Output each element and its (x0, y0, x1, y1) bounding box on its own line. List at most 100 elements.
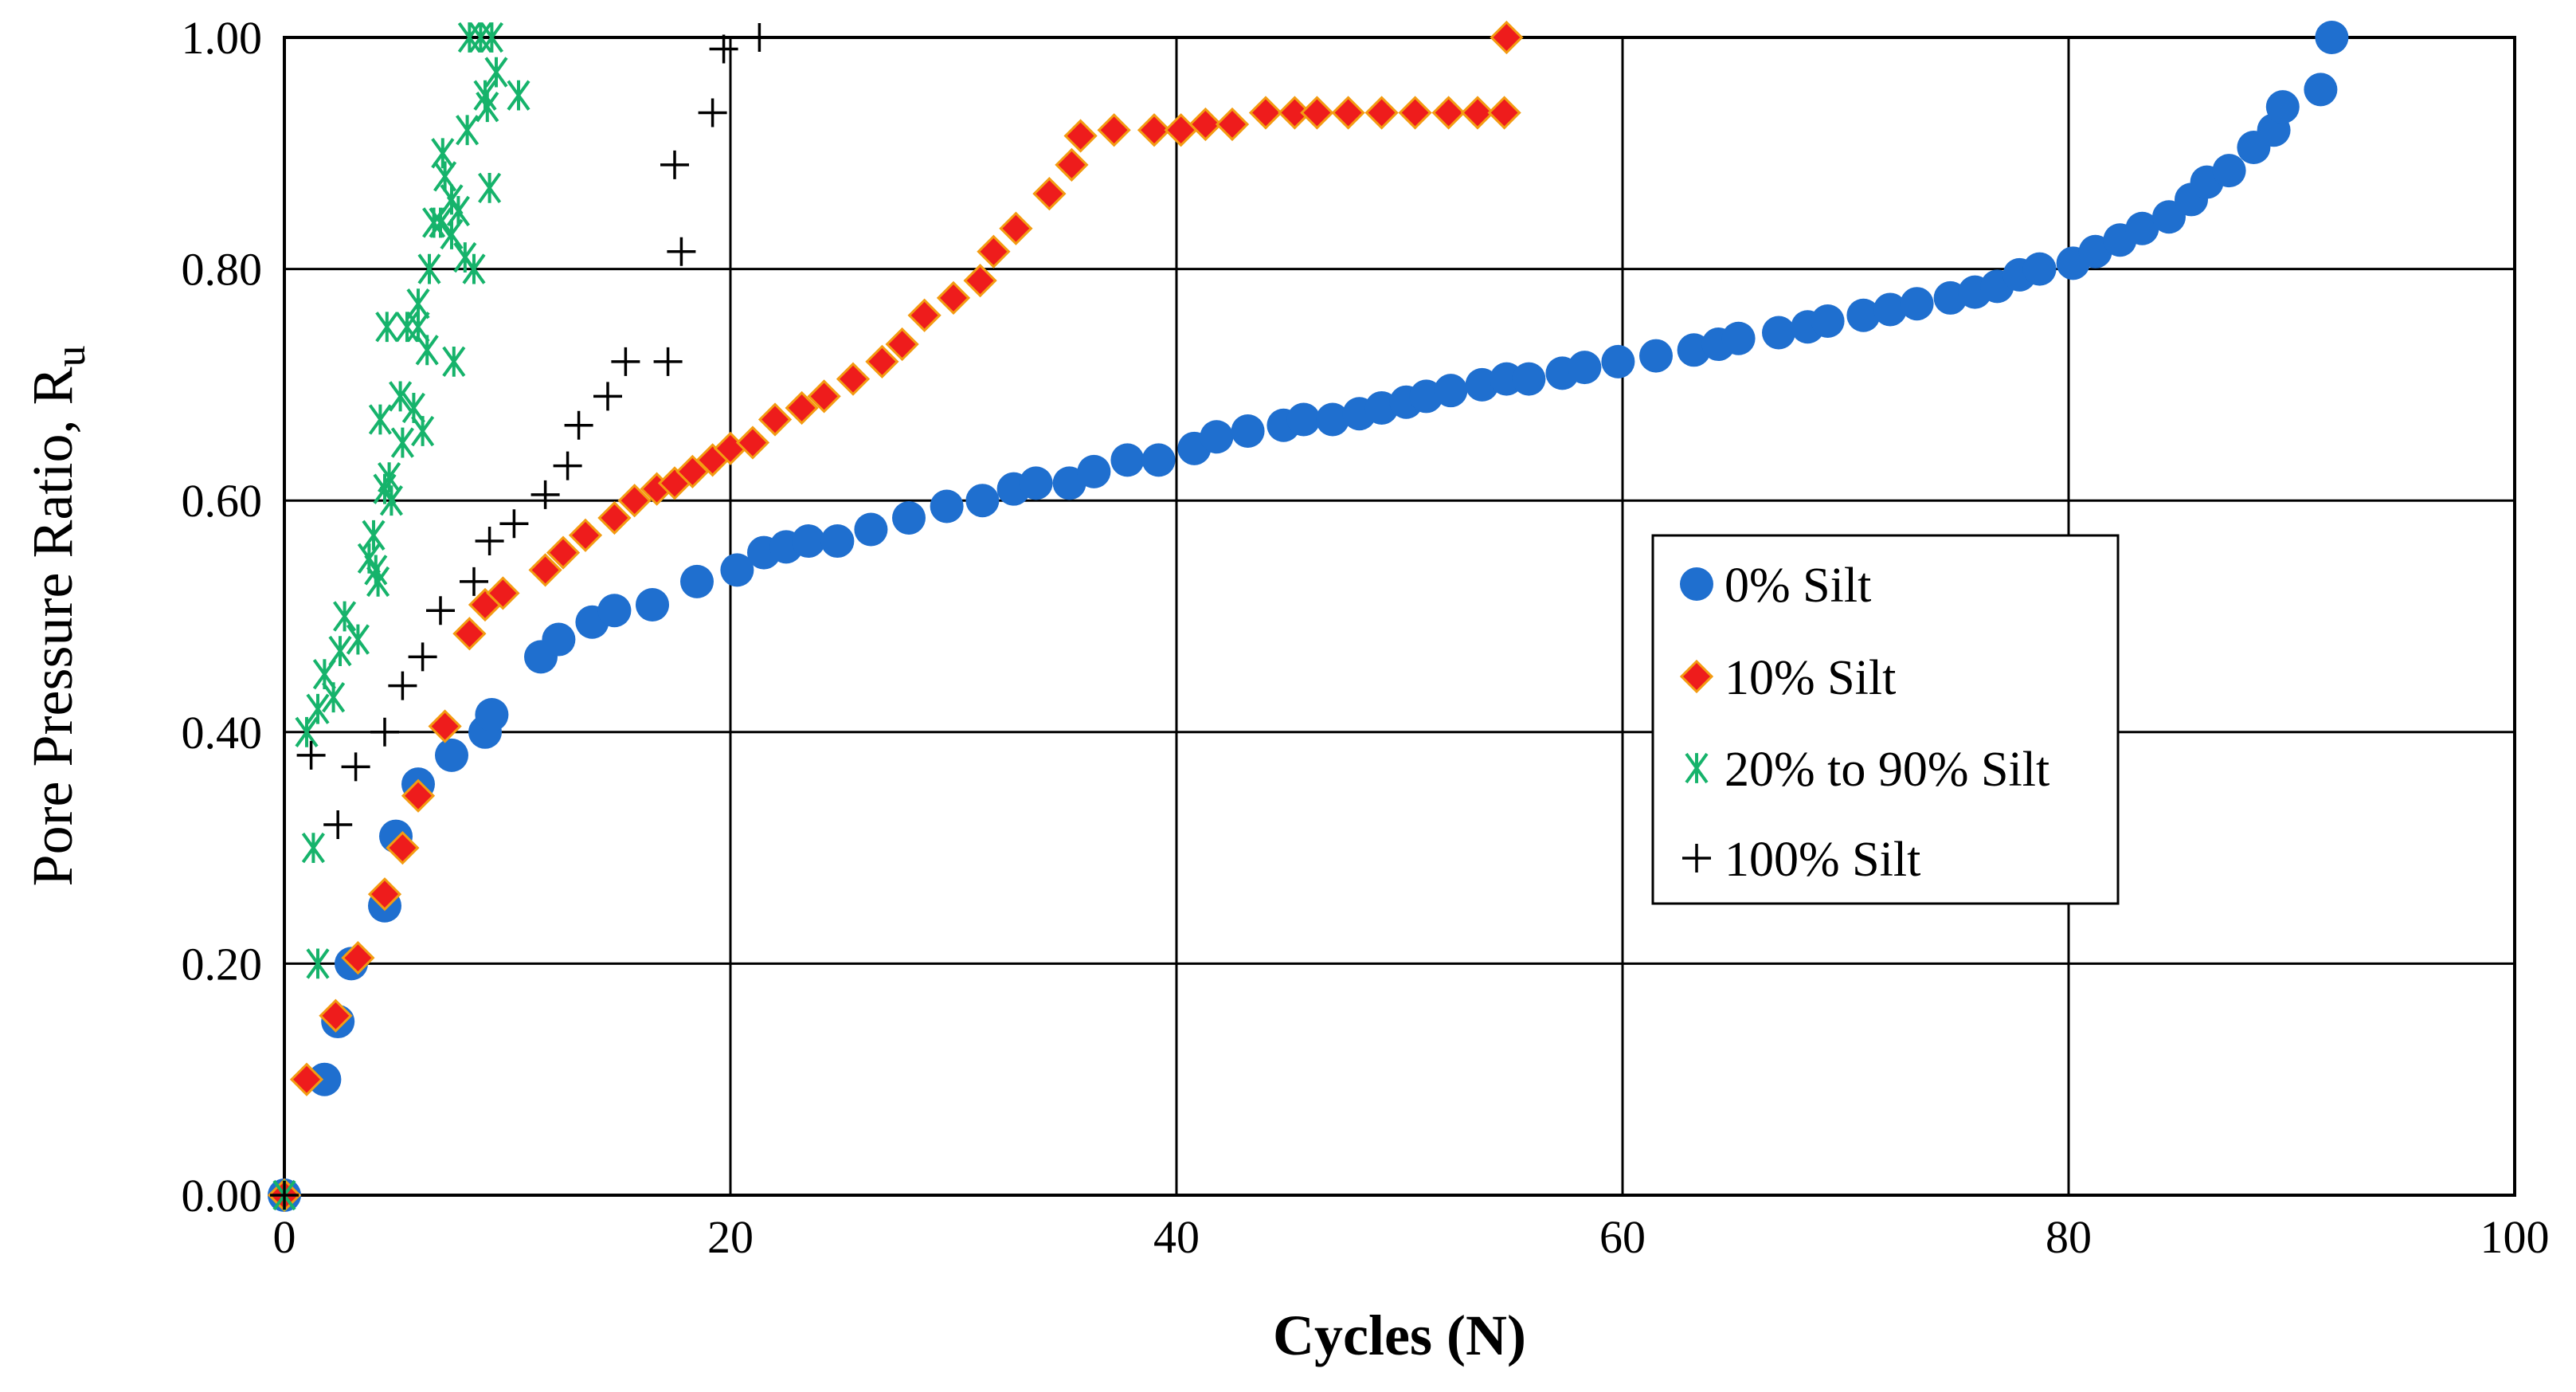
data-point (892, 500, 926, 535)
y-tick-labels: 0.00 0.20 0.40 0.60 0.80 1.00 (182, 12, 263, 1221)
data-point (341, 941, 375, 975)
data-point (456, 115, 480, 146)
data-point (1019, 466, 1053, 500)
data-point (306, 693, 330, 724)
data-point (319, 998, 353, 1033)
data-point (820, 524, 855, 559)
data-point (854, 512, 888, 547)
data-point (1364, 96, 1399, 130)
data-point (301, 832, 325, 864)
y-tick-label: 0.00 (182, 1170, 263, 1221)
data-point (480, 22, 503, 53)
data-point (745, 23, 774, 52)
x-tick-labels: 0 20 40 60 80 100 (273, 1211, 2550, 1263)
data-point (528, 553, 562, 587)
data-point (1063, 119, 1098, 153)
data-point (2315, 21, 2349, 54)
data-point (1032, 177, 1067, 211)
data-point (417, 253, 441, 284)
y-axis-title: Pore Pressure Ratio, Ru (21, 346, 94, 887)
data-point (1200, 420, 1234, 454)
data-point (1316, 402, 1349, 437)
data-point (468, 22, 492, 53)
data-point (411, 415, 435, 447)
data-point (406, 288, 430, 320)
data-point (546, 535, 581, 570)
data-point (836, 362, 871, 396)
data-point (462, 253, 486, 284)
legend-item: 100% Silt (1682, 833, 1920, 887)
data-point (366, 566, 390, 598)
data-point (499, 509, 529, 539)
data-point (323, 810, 353, 840)
data-point (1434, 374, 1468, 408)
x-tick-label: 60 (1599, 1211, 1646, 1263)
data-point (907, 298, 942, 332)
data-point (807, 379, 841, 414)
data-point (1398, 96, 1432, 130)
data-points (267, 20, 2349, 1213)
data-point (346, 624, 370, 655)
data-point (1331, 96, 1365, 130)
series-100-silt (270, 23, 774, 1210)
legend-label: 20% to 90% Silt (1725, 743, 2049, 797)
data-point (2212, 154, 2246, 188)
legend-box (1651, 534, 2120, 905)
legend: 0% Silt 10% Silt 20% to 90% Silt 100% Silt (1651, 534, 2120, 905)
data-point (375, 312, 399, 343)
data-point (442, 346, 466, 378)
legend-label: 0% Silt (1725, 559, 1871, 613)
data-point (597, 594, 632, 628)
data-point (1601, 344, 1635, 378)
legend-marker (1682, 844, 1711, 872)
data-point (368, 404, 392, 435)
data-point (977, 234, 1011, 269)
data-point (446, 195, 470, 227)
data-point (999, 211, 1033, 245)
data-point (758, 402, 793, 437)
data-point (660, 150, 689, 179)
legend-items: 0% Silt 10% Silt 20% to 90% Silt 100% Silt (1679, 559, 2049, 887)
data-point (1286, 402, 1321, 437)
legend-label: 100% Silt (1725, 833, 1920, 887)
data-point (1721, 321, 1756, 355)
data-point (1900, 287, 1934, 321)
data-point (415, 335, 439, 366)
data-point (2265, 90, 2300, 124)
data-point (720, 553, 754, 587)
data-point (965, 484, 1000, 518)
data-point (478, 172, 502, 204)
legend-item: 10% Silt (1679, 651, 1896, 705)
data-point (930, 489, 964, 523)
data-point (386, 830, 420, 865)
y-axis-title-main: Pore Pressure Ratio, R (21, 367, 84, 887)
data-point (593, 382, 622, 411)
data-point (698, 98, 727, 127)
y-tick-label: 0.20 (182, 938, 263, 990)
data-point (306, 948, 330, 979)
y-tick-label: 0.80 (182, 244, 263, 296)
data-point (1097, 113, 1131, 147)
data-point (457, 22, 481, 53)
data-point (667, 237, 696, 266)
data-point (401, 778, 436, 813)
data-point (475, 698, 509, 732)
data-point (542, 622, 576, 657)
data-point (1487, 96, 1521, 130)
series-10-silt (267, 20, 1524, 1213)
data-point (507, 80, 530, 111)
data-point (785, 390, 819, 425)
data-point (341, 752, 370, 782)
data-point (486, 576, 520, 610)
data-point (963, 264, 997, 298)
x-tick-label: 80 (2046, 1211, 2092, 1263)
data-point (1055, 147, 1089, 182)
y-tick-label: 0.60 (182, 475, 263, 527)
data-point (1762, 316, 1795, 350)
x-tick-label: 20 (707, 1211, 754, 1263)
legend-marker (1685, 752, 1709, 784)
data-point (270, 1181, 299, 1210)
data-point (475, 527, 504, 556)
data-point (333, 601, 357, 632)
data-point (1490, 20, 1524, 55)
